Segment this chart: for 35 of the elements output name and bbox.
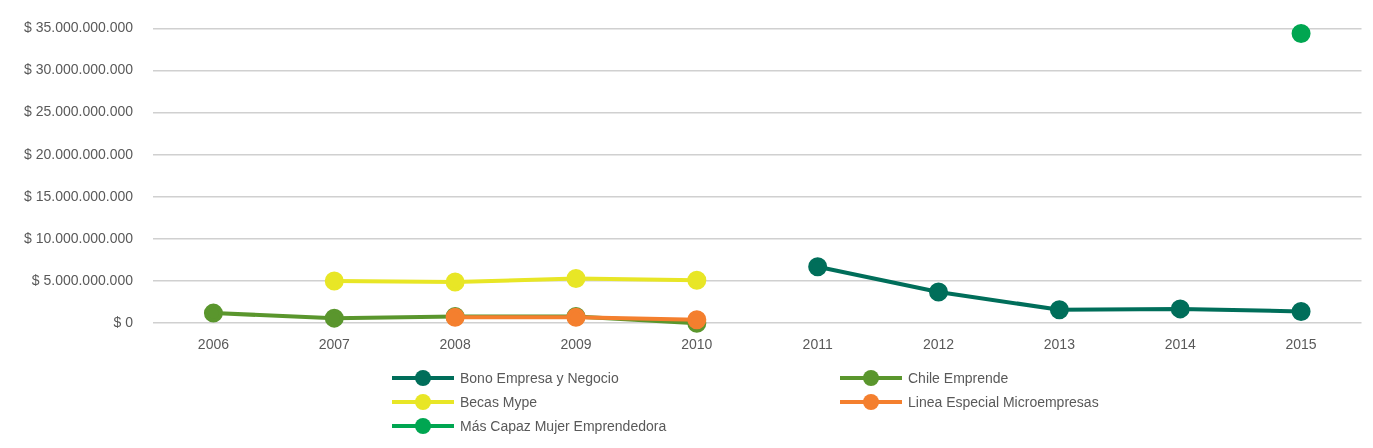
point xyxy=(687,270,707,290)
point xyxy=(808,257,828,277)
point xyxy=(1291,301,1311,321)
legend-label: Linea Especial Microempresas xyxy=(908,394,1099,410)
x-tick-label: 2009 xyxy=(560,336,592,353)
point xyxy=(1291,23,1311,43)
x-tick-label: 2011 xyxy=(802,336,833,353)
x-tick-label: 2008 xyxy=(439,336,471,353)
y-tick-label: $ 30.000.000.000 xyxy=(23,61,134,78)
x-tick-label: 2007 xyxy=(318,336,351,353)
legend-label: Bono Empresa y Negocio xyxy=(460,370,619,386)
point xyxy=(1170,299,1190,319)
x-tick-label: 2006 xyxy=(197,336,230,353)
y-tick-label: $ 10.000.000.000 xyxy=(23,229,134,246)
legend-label: Chile Emprende xyxy=(908,370,1009,386)
point xyxy=(929,282,949,302)
x-tick-label: 2013 xyxy=(1043,336,1076,353)
point xyxy=(324,271,344,291)
legend-label: Becas Mype xyxy=(460,394,538,410)
y-tick-label: $ 15.000.000.000 xyxy=(23,187,134,204)
y-tick-label: $ 0 xyxy=(113,314,134,331)
x-tick-label: 2014 xyxy=(1164,336,1196,353)
point xyxy=(324,308,344,328)
legend-label: Más Capaz Mujer Emprendedora xyxy=(460,418,667,434)
y-tick-label: $ 5.000.000.000 xyxy=(31,271,134,288)
x-tick-label: 2015 xyxy=(1285,336,1317,353)
point xyxy=(566,269,586,289)
point xyxy=(445,272,465,292)
y-tick-label: $ 35.000.000.000 xyxy=(23,19,134,36)
y-tick-label: $ 20.000.000.000 xyxy=(23,145,134,162)
x-tick-label: 2012 xyxy=(922,336,955,353)
point xyxy=(203,303,223,323)
point xyxy=(1049,300,1069,320)
x-tick-label: 2010 xyxy=(681,336,713,353)
y-tick-label: $ 25.000.000.000 xyxy=(23,103,134,120)
